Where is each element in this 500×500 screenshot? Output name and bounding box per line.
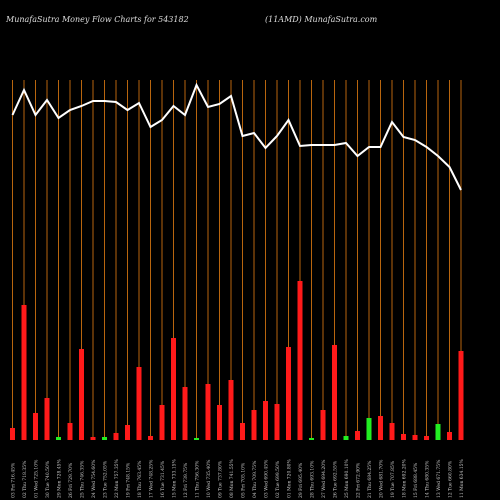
bar [447, 432, 452, 440]
bar [332, 345, 337, 440]
x-tick-label: 28 Thu 693.10% [310, 460, 316, 498]
bar [355, 431, 360, 440]
bar [90, 437, 96, 440]
bar [378, 416, 383, 440]
bar [79, 349, 84, 440]
x-tick-label: 18 Thu 763.45% [137, 460, 143, 498]
x-tick-label: 15 Fri 688.45% [413, 462, 419, 498]
bar [389, 423, 395, 440]
x-tick-label: 01 Wed 725.10% [34, 459, 40, 498]
x-tick-label: 15 Mon 733.15% [172, 458, 178, 498]
bar [366, 418, 372, 440]
x-tick-label: 03 Wed 690.45% [264, 459, 270, 498]
x-tick-label: 25 Thu 746.35% [80, 460, 86, 498]
x-tick-label: 22 Mon 757.35% [114, 458, 120, 498]
bar [182, 387, 188, 440]
bar [297, 281, 303, 440]
bar [21, 305, 27, 440]
x-tick-label: 12 Tue 660.80% [448, 460, 454, 498]
bar [412, 435, 418, 440]
bar [343, 436, 349, 440]
bar [458, 351, 464, 440]
bar [320, 410, 326, 440]
x-tick-label: 30 Tue 740.50% [45, 460, 51, 498]
x-tick-label: 03 Fri 716.45% [11, 462, 17, 498]
x-tick-label: 11 Mon 634.15% [459, 458, 465, 498]
bar [309, 438, 314, 440]
bar [33, 413, 38, 440]
bar [205, 384, 211, 440]
x-tick-label: 16 Tue 731.45% [160, 460, 166, 498]
bar [251, 410, 257, 440]
x-tick-label: 20 Wed 681.70% [379, 459, 385, 498]
x-tick-label: 13 Wed 671.75% [436, 459, 442, 498]
x-tick-label: 02 Thu 718.35% [22, 460, 28, 498]
bar [217, 405, 222, 440]
bar [263, 401, 268, 440]
x-tick-label: 18 Mon 692.20% [402, 458, 408, 498]
bar [136, 367, 142, 440]
bar [56, 437, 61, 440]
x-tick-label: 12 Fri 739.75% [183, 462, 189, 498]
x-tick-label: 09 Tue 737.80% [218, 460, 224, 498]
bar [194, 438, 199, 440]
bar [159, 405, 165, 440]
bar [125, 425, 130, 440]
bar [10, 428, 15, 440]
x-tick-label: 24 Wed 754.60% [91, 459, 97, 498]
chart-title: MunafaSutra Money Flow Charts for 543182 [5, 15, 189, 24]
money-flow-line [11, 82, 462, 191]
x-tick-label: 26 Tue 692.55% [333, 460, 339, 498]
x-tick-label: 23 Tue 752.05% [103, 460, 109, 498]
bar [113, 433, 119, 440]
x-tick-label: 29 Fri 695.40% [298, 462, 304, 498]
x-tick-label: 22 Fri 672.90% [356, 462, 362, 498]
x-tick-label: 04 Thu 709.75% [252, 460, 258, 498]
bar [274, 404, 280, 440]
x-tick-label: 19 Tue 707.85% [390, 460, 396, 498]
x-tick-label: 08 Mon 741.55% [229, 458, 235, 498]
bar [171, 338, 176, 440]
bar [424, 436, 429, 440]
bar [435, 424, 441, 440]
bar [286, 347, 291, 440]
x-tick-label: 29 Mon 728.45% [57, 458, 63, 498]
bar [148, 436, 153, 440]
x-tick-label: 14 Thu 680.35% [425, 460, 431, 498]
bar [240, 423, 245, 440]
x-tick-label: 25 Mon 690.10% [344, 458, 350, 498]
bar [102, 437, 107, 440]
x-tick-label: 21 Thu 684.25% [367, 460, 373, 498]
x-tick-label: 10 Wed 735.40% [206, 459, 212, 498]
bar [401, 434, 406, 440]
x-tick-label: 02 Tue 699.50% [275, 460, 281, 498]
bar [44, 398, 50, 440]
bar [228, 380, 234, 440]
x-tick-label: 17 Wed 748.25% [149, 459, 155, 498]
x-tick-label: 19 Fri 748.15% [126, 462, 132, 498]
x-tick-label: 11 Thu 756.30% [195, 460, 201, 498]
x-tick-label: 05 Fri 705.10% [241, 462, 247, 498]
x-tick-label: 27 Wed 694.20% [321, 459, 327, 498]
chart-subtitle: (11AMD) MunafaSutra.com [265, 15, 378, 24]
bar [67, 423, 73, 440]
x-tick-label: 01 Mon 720.80% [287, 458, 293, 498]
x-tick-label: 26 Fri 729.70% [68, 462, 74, 498]
